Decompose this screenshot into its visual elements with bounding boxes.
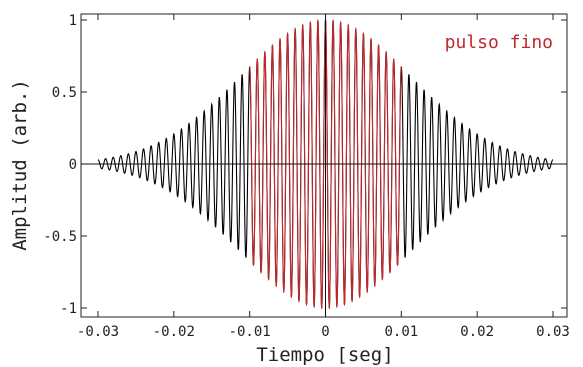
ticks: -0.03 -0.02 -0.01 0 0.01 0.02 0.03 1 0.5 0 -0.5 -1 [43, 13, 570, 340]
x-axis-title: Tiempo [seg] [256, 344, 393, 366]
plot-frame [80, 13, 568, 318]
x-tick-label: -0.01 [229, 324, 271, 340]
y-tick-label: -0.5 [43, 229, 77, 245]
x-tick-label: 0.03 [536, 324, 570, 340]
x-tick-label: -0.03 [77, 324, 119, 340]
annotation-pulso-fino: pulso fino [445, 32, 553, 53]
y-tick-label: 1 [69, 13, 77, 29]
x-tick-label: 0 [321, 324, 329, 340]
y-tick-label: -1 [60, 301, 77, 317]
y-axis-title: Amplitud (arb.) [9, 79, 31, 251]
x-tick-label: 0.02 [460, 324, 494, 340]
x-tick-label: 0.01 [384, 324, 418, 340]
y-tick-label: 0.5 [52, 85, 77, 101]
y-tick-label: 0 [69, 157, 77, 173]
x-tick-label: -0.02 [153, 324, 195, 340]
